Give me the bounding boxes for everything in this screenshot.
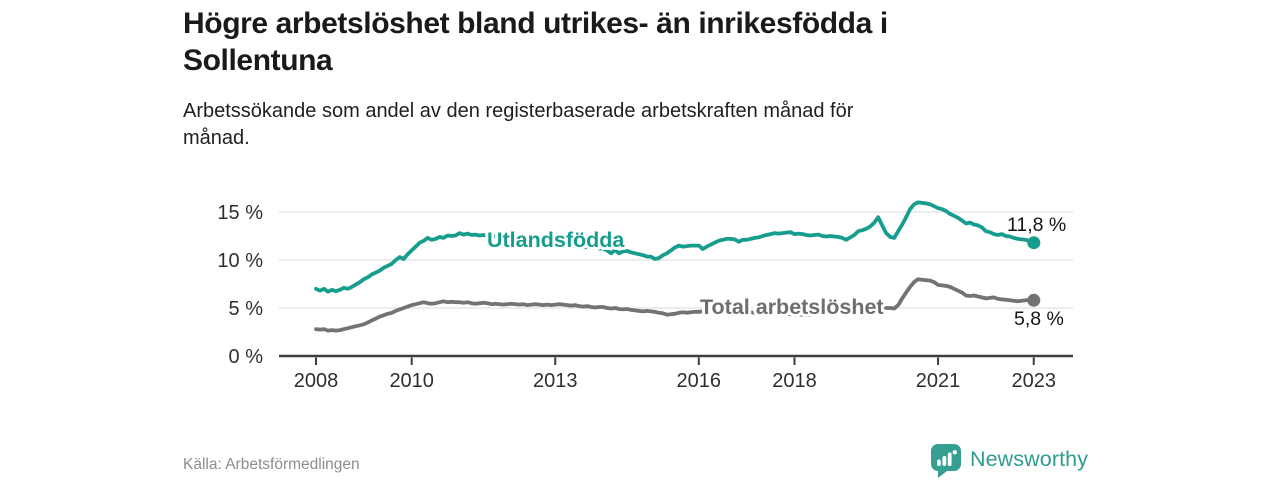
- x-tick-label-2018: 2018: [772, 370, 817, 392]
- end-value-label-total: 5,8 %: [1014, 308, 1064, 330]
- brand-logo-link[interactable]: Newsworthy: [930, 444, 1088, 478]
- y-tick-label-5: 5 %: [229, 298, 264, 320]
- series-line-utlandsfodda: [314, 200, 1036, 294]
- chart-title-line-1: Högre arbetslöshet bland utrikes- än inr…: [183, 7, 888, 40]
- chart-title-line-2: Sollentuna: [183, 44, 333, 77]
- x-tick-label-2016: 2016: [677, 370, 722, 392]
- gridlines: 0 % 5 % 10 % 15 %: [217, 202, 1073, 368]
- data-series: [314, 200, 1041, 333]
- x-tick-label-2008: 2008: [294, 370, 339, 392]
- source-note: Källa: Arbetsförmedlingen: [183, 456, 360, 473]
- series-label-total-arbetsloshet: Total arbetslöshet: [700, 295, 884, 319]
- x-tick-label-2023: 2023: [1012, 370, 1057, 392]
- series-end-dot-utlandsfodda: [1027, 236, 1041, 250]
- chart-subtitle-line-2: månad.: [183, 127, 250, 149]
- chart-title: Högre arbetslöshet bland utrikes- än inr…: [183, 5, 1088, 79]
- x-tick-label-2010: 2010: [389, 370, 434, 392]
- brand-name: Newsworthy: [970, 447, 1089, 471]
- y-tick-label-15: 15 %: [217, 202, 263, 224]
- x-tick-label-2013: 2013: [533, 370, 578, 392]
- series-end-dot-total-arbetsloshet: [1027, 293, 1041, 307]
- chart-labels: Utlandsfödda Total arbetslöshet 11,8 % 5…: [484, 212, 1069, 333]
- y-tick-label-10: 10 %: [217, 250, 263, 272]
- newsworthy-logo-icon: [931, 444, 961, 478]
- x-axis: 2008 2010 2013 2016 2018 2021 2023: [279, 354, 1073, 392]
- x-tick-label-2021: 2021: [916, 370, 961, 392]
- chart-subtitle-line-1: Arbetssökande som andel av den registerb…: [183, 100, 854, 122]
- y-tick-label-0: 0 %: [229, 346, 264, 368]
- end-value-label-utlandsfodda: 11,8 %: [1007, 214, 1066, 236]
- series-label-utlandsfodda: Utlandsfödda: [487, 228, 625, 252]
- series-line-total-arbetsloshet: [314, 277, 1036, 333]
- chart-subtitle: Arbetssökande som andel av den registerb…: [183, 98, 1063, 152]
